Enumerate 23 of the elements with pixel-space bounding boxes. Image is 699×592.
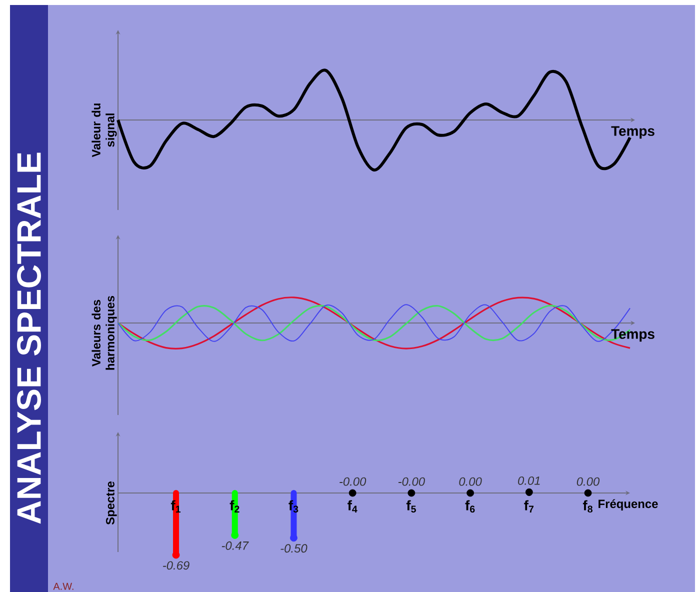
y-axis-title: Valeur du signal bbox=[92, 104, 117, 158]
x-tick-label: f$_{8}$ bbox=[582, 500, 592, 513]
data-label: 0.01 bbox=[518, 476, 540, 485]
data-label: -0.50 bbox=[280, 544, 308, 553]
x-tick-label: f$_{6}$ bbox=[465, 500, 475, 513]
text: ANALYSE SPECTRALE bbox=[17, 152, 41, 524]
x-axis-title: Temps bbox=[611, 126, 654, 139]
x-axis-title: Fréquence bbox=[598, 499, 658, 510]
x-tick-label: f$_{7}$ bbox=[524, 500, 534, 512]
x-tick-label: f$_{5}$ bbox=[406, 500, 416, 513]
y-axis-title: Valeurs des harmoniques bbox=[92, 296, 117, 370]
x-axis-title: Temps bbox=[611, 329, 654, 342]
data-label: 0.00 bbox=[459, 477, 482, 486]
data-label: -0.47 bbox=[222, 541, 249, 550]
point bbox=[231, 532, 239, 539]
data-label: 0.00 bbox=[576, 477, 600, 486]
y-axis-title: Spectre bbox=[106, 481, 117, 525]
data-label: -0.00 bbox=[340, 477, 366, 486]
data-label: -0.00 bbox=[398, 477, 425, 486]
text: A.W. bbox=[53, 582, 74, 590]
data-label: -0.69 bbox=[162, 561, 190, 570]
x-tick-label: f$_{4}$ bbox=[348, 500, 358, 512]
x-tick-label: f$_{3}$ bbox=[288, 500, 298, 513]
